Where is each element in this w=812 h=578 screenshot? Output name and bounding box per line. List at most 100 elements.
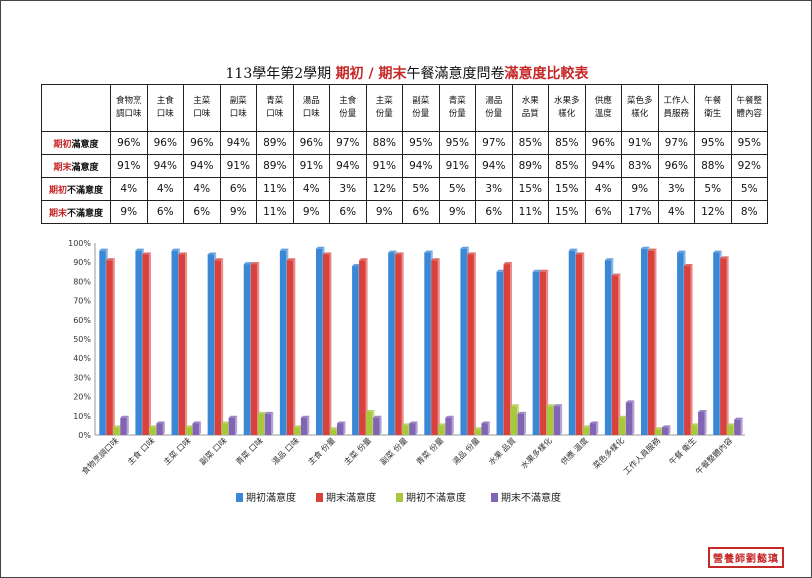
chart-bar <box>640 248 648 435</box>
y-tick-label: 90% <box>73 258 91 267</box>
column-header-line: 口味 <box>229 109 247 119</box>
table-cell: 6% <box>146 200 184 224</box>
chart-bar-side <box>343 421 346 435</box>
chart-bar-side <box>510 262 513 435</box>
chart-bar-side <box>560 404 563 435</box>
table-cell: 3% <box>475 177 513 201</box>
column-header-line: 菜色多 <box>626 96 653 106</box>
chart-bar-top <box>279 248 289 251</box>
table-cell: 89% <box>511 154 549 178</box>
table-row: 期初不滿意度 4% 4% 4% 6% 11% 4% 3% 12% 5% 5% 3% 15% 15% 4% 9%… <box>41 177 768 201</box>
legend-label: 期初不滿意度 <box>406 491 466 504</box>
chart-bar <box>496 271 504 435</box>
chart-bar-top <box>192 421 202 424</box>
table-column-header: 水果多 樣化 <box>548 84 586 132</box>
row-label: 期初不滿意度 <box>41 177 111 201</box>
chart-bar <box>474 429 481 435</box>
chart-bar-top <box>684 264 693 267</box>
chart-bar <box>315 248 323 435</box>
chart-bar-top <box>677 250 686 253</box>
chart-bar-side <box>148 252 151 435</box>
column-header-line: 口味 <box>193 109 211 119</box>
chart-bar-side <box>401 252 404 435</box>
chart-bar-top <box>366 409 375 412</box>
table-cell: 12% <box>694 200 732 224</box>
column-header-line: 主食 <box>156 96 174 106</box>
column-header-line: 樣化 <box>558 109 576 119</box>
column-header-line: 食物烹 <box>115 96 142 106</box>
chart-bar <box>185 427 193 435</box>
column-header-line: 午餐整 <box>736 96 762 106</box>
chart-bar-side <box>740 417 743 435</box>
chart-bar-top <box>315 246 325 249</box>
table-cell: 97% <box>475 131 513 155</box>
chart-bar <box>329 429 337 435</box>
chart-bar <box>713 252 720 435</box>
table-cell: 96% <box>584 131 622 155</box>
row-label-metric: 滿意度 <box>71 162 99 173</box>
chart-bar-side <box>546 269 549 435</box>
legend-swatch <box>396 493 403 502</box>
table-cell: 15% <box>548 177 586 201</box>
chart-bar <box>250 264 258 435</box>
chart-bar-top <box>99 248 108 251</box>
chart-bar <box>300 417 308 435</box>
x-category-label: 青菜 份量 <box>414 435 445 466</box>
legend-label: 期初滿意度 <box>246 491 296 504</box>
x-category-label: 湯品 份量 <box>450 435 481 466</box>
chart-bar <box>336 423 344 435</box>
column-header-line: 青菜 <box>266 96 284 106</box>
y-tick-label: 70% <box>73 297 91 306</box>
y-tick-label: 30% <box>73 373 91 382</box>
chart-bar-top <box>243 262 253 265</box>
chart-bar <box>99 250 106 435</box>
chart-bar <box>207 254 215 435</box>
chart-bar-top <box>467 252 476 255</box>
column-header-line: 湯品 <box>485 96 503 106</box>
chart-bar-top <box>185 425 195 428</box>
y-tick-label: 10% <box>73 412 91 421</box>
chart-bar-side <box>126 415 129 435</box>
chart-bar-top <box>322 252 332 255</box>
chart-bar <box>149 427 156 435</box>
chart-bar <box>625 402 633 435</box>
table-cell: 91% <box>438 154 476 178</box>
chart-bar-top <box>582 425 592 428</box>
y-tick-label: 0% <box>78 431 91 440</box>
table-column-header: 食物烹 調口味 <box>110 84 148 132</box>
chart-bar <box>532 271 540 435</box>
column-header-line: 副菜 <box>229 96 247 106</box>
chart-bar-top <box>625 400 635 403</box>
chart-bar <box>178 254 186 435</box>
chart-bar-top <box>329 427 339 430</box>
chart-bar-top <box>611 273 621 276</box>
chart-bar-top <box>647 248 657 251</box>
chart-bar <box>503 264 511 435</box>
table-cell: 94% <box>475 154 513 178</box>
legend-label: 期末滿意度 <box>326 491 376 504</box>
chart-bar <box>568 250 576 435</box>
chart-bar-top <box>373 415 382 418</box>
column-header-line: 湯品 <box>302 96 320 106</box>
table-cell: 9% <box>292 200 330 224</box>
chart-bar <box>142 254 149 435</box>
chart-bar <box>322 254 330 435</box>
chart-bar-side <box>524 411 527 435</box>
table-cell: 6% <box>183 200 221 224</box>
column-header-line: 主食 <box>339 96 357 106</box>
x-category-label: 主食 口味 <box>125 435 156 466</box>
table-cell: 4% <box>146 177 184 201</box>
chart-bar-side <box>415 421 418 435</box>
chart-bar <box>720 258 727 435</box>
chart-bar-side <box>221 258 224 435</box>
legend-swatch <box>236 493 243 502</box>
chart-bar-top <box>250 262 260 265</box>
table-cell: 88% <box>365 131 403 155</box>
chart-bar-top <box>156 421 165 424</box>
chart-bar-top <box>510 404 520 407</box>
table-cell: 4% <box>657 200 695 224</box>
chart-bar <box>257 413 265 435</box>
column-header-line: 工作人 <box>663 96 689 106</box>
chart-bar-top <box>149 425 158 428</box>
